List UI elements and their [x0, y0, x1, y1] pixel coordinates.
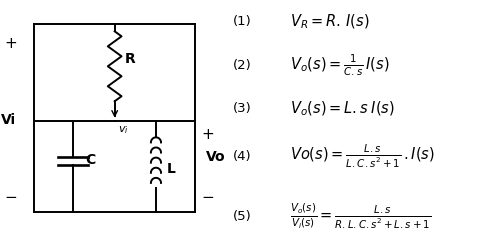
- Text: (4): (4): [232, 150, 251, 163]
- Text: −: −: [202, 190, 215, 205]
- Text: L: L: [166, 162, 175, 176]
- Text: Vi: Vi: [1, 114, 16, 127]
- Text: Vo: Vo: [206, 150, 226, 164]
- Text: (1): (1): [232, 15, 251, 28]
- Text: $V_R = R.\,I(s)$: $V_R = R.\,I(s)$: [290, 13, 370, 31]
- Text: −: −: [4, 190, 18, 205]
- Text: +: +: [202, 127, 215, 142]
- Text: (5): (5): [232, 210, 251, 223]
- Text: C: C: [85, 153, 95, 167]
- Text: +: +: [4, 36, 18, 51]
- Text: $\frac{V_o(s)}{V_i(s)} = \frac{L.s}{R.L.C.s^2+L.s+1}$: $\frac{V_o(s)}{V_i(s)} = \frac{L.s}{R.L.…: [290, 202, 431, 231]
- Text: $Vo(s) = \frac{L.s}{L.C.s^2+1}\,.I(s)$: $Vo(s) = \frac{L.s}{L.C.s^2+1}\,.I(s)$: [290, 143, 435, 170]
- Text: $V_o(s) = L.s\; I(s)$: $V_o(s) = L.s\; I(s)$: [290, 99, 395, 118]
- Text: (3): (3): [232, 102, 251, 115]
- Text: R: R: [125, 52, 136, 66]
- Text: $V_o(s) = \frac{1}{C.s}\,I(s)$: $V_o(s) = \frac{1}{C.s}\,I(s)$: [290, 52, 390, 78]
- Text: $v_i$: $v_i$: [118, 124, 129, 136]
- Text: (2): (2): [232, 59, 251, 72]
